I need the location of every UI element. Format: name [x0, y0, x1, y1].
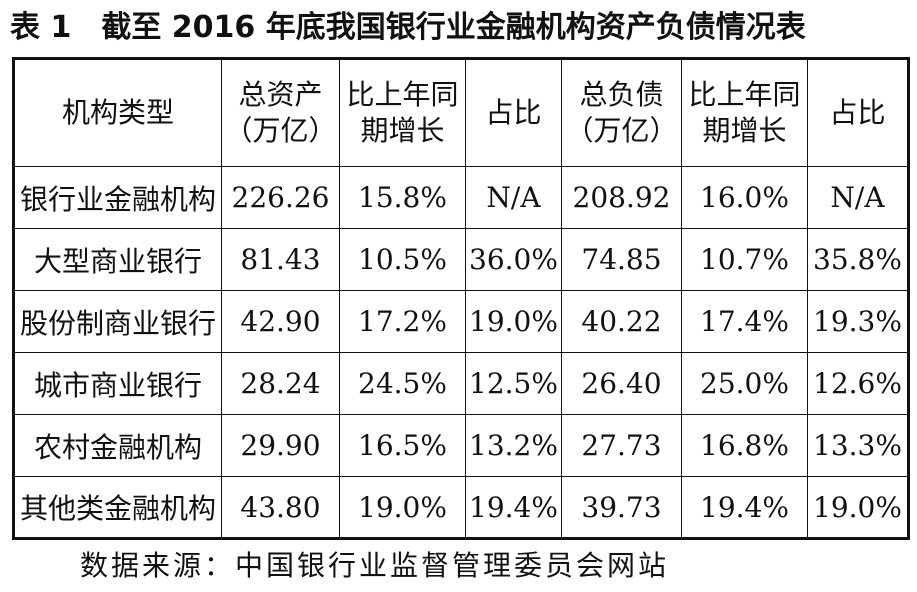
total-liabilities-cell: 40.22	[561, 290, 682, 353]
institution-name: 城市商业银行	[13, 352, 222, 415]
liabilities-growth-cell: 19.4%	[681, 476, 808, 539]
assets-growth-cell: 15.8%	[339, 166, 466, 229]
header-assets-share: 占比	[465, 58, 562, 167]
institution-name: 其他类金融机构	[13, 476, 222, 539]
table-row: 股份制商业银行 42.90 17.2% 19.0% 40.22 17.4% 19…	[13, 290, 909, 353]
liabilities-share-cell: 12.6%	[807, 352, 909, 415]
assets-growth-cell: 17.2%	[339, 290, 466, 353]
table-row: 城市商业银行 28.24 24.5% 12.5% 26.40 25.0% 12.…	[13, 352, 909, 415]
total-assets-cell: 43.80	[221, 476, 340, 539]
header-institution-type: 机构类型	[13, 58, 222, 167]
assets-share-cell: 36.0%	[465, 228, 562, 291]
liabilities-growth-cell: 10.7%	[681, 228, 808, 291]
table-row: 银行业金融机构 226.26 15.8% N/A 208.92 16.0% N/…	[13, 166, 909, 229]
assets-growth-cell: 24.5%	[339, 352, 466, 415]
table-row: 农村金融机构 29.90 16.5% 13.2% 27.73 16.8% 13.…	[13, 414, 909, 477]
liabilities-share-cell: 35.8%	[807, 228, 909, 291]
assets-share-cell: 19.0%	[465, 290, 562, 353]
liabilities-growth-cell: 25.0%	[681, 352, 808, 415]
assets-growth-cell: 16.5%	[339, 414, 466, 477]
liabilities-share-cell: 13.3%	[807, 414, 909, 477]
header-total-assets: 总资产 （万亿）	[221, 58, 340, 167]
assets-growth-cell: 19.0%	[339, 476, 466, 539]
header-liabilities-yoy-growth: 比上年同 期增长	[681, 58, 808, 167]
assets-share-cell: 19.4%	[465, 476, 562, 539]
liabilities-growth-cell: 16.8%	[681, 414, 808, 477]
balance-sheet-table: 机构类型 总资产 （万亿） 比上年同 期增长 占比 总负债 （万亿） 比上年同 …	[12, 57, 910, 540]
assets-growth-cell: 10.5%	[339, 228, 466, 291]
data-source-note: 数据来源：中国银行业监督管理委员会网站	[80, 549, 670, 582]
total-assets-cell: 81.43	[221, 228, 340, 291]
total-liabilities-cell: 208.92	[561, 166, 682, 229]
total-liabilities-cell: 39.73	[561, 476, 682, 539]
assets-share-cell: N/A	[465, 166, 562, 229]
total-liabilities-cell: 74.85	[561, 228, 682, 291]
table-title: 表 1 截至 2016 年底我国银行业金融机构资产负债情况表	[10, 10, 806, 45]
total-assets-cell: 226.26	[221, 166, 340, 229]
liabilities-growth-cell: 17.4%	[681, 290, 808, 353]
total-liabilities-cell: 27.73	[561, 414, 682, 477]
liabilities-share-cell: 19.3%	[807, 290, 909, 353]
assets-share-cell: 13.2%	[465, 414, 562, 477]
header-assets-yoy-growth: 比上年同 期增长	[339, 58, 466, 167]
total-assets-cell: 42.90	[221, 290, 340, 353]
total-assets-cell: 28.24	[221, 352, 340, 415]
liabilities-growth-cell: 16.0%	[681, 166, 808, 229]
table-row: 大型商业银行 81.43 10.5% 36.0% 74.85 10.7% 35.…	[13, 228, 909, 291]
institution-name: 大型商业银行	[13, 228, 222, 291]
institution-name: 股份制商业银行	[13, 290, 222, 353]
institution-name: 银行业金融机构	[13, 166, 222, 229]
header-liabilities-share: 占比	[807, 58, 909, 167]
liabilities-share-cell: 19.0%	[807, 476, 909, 539]
table-row: 其他类金融机构 43.80 19.0% 19.4% 39.73 19.4% 19…	[13, 476, 909, 539]
header-total-liabilities: 总负债 （万亿）	[561, 58, 682, 167]
liabilities-share-cell: N/A	[807, 166, 909, 229]
institution-name: 农村金融机构	[13, 414, 222, 477]
total-liabilities-cell: 26.40	[561, 352, 682, 415]
header-row: 机构类型 总资产 （万亿） 比上年同 期增长 占比 总负债 （万亿） 比上年同 …	[13, 58, 909, 167]
total-assets-cell: 29.90	[221, 414, 340, 477]
assets-share-cell: 12.5%	[465, 352, 562, 415]
